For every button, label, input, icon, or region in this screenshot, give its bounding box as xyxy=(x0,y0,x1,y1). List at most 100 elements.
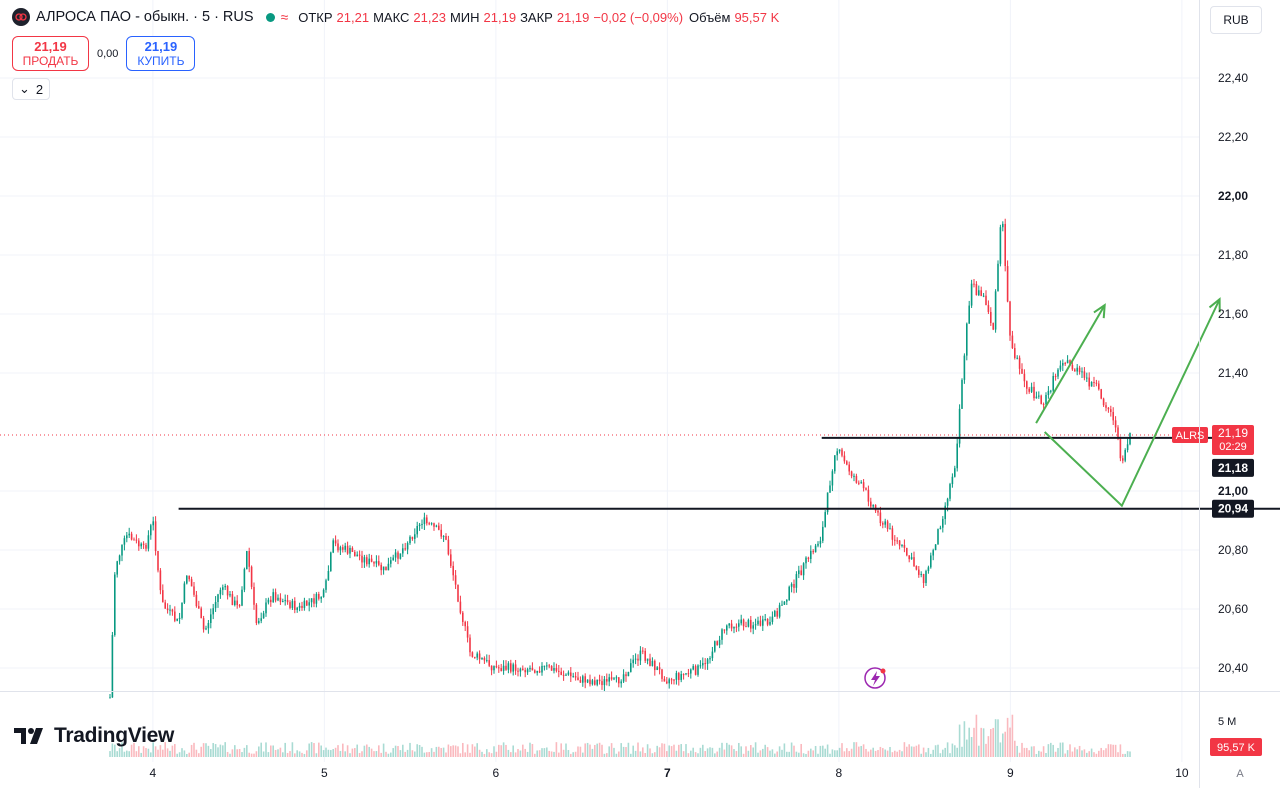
candle-body xyxy=(680,674,682,680)
symbol-title[interactable]: АЛРОСА ПАО - обыкн. · 5 · RUS xyxy=(36,9,254,25)
level-price-box xyxy=(1212,499,1254,518)
volume-bar xyxy=(774,753,776,757)
candle-body xyxy=(901,544,903,546)
volume-bar xyxy=(294,753,296,757)
candle-body xyxy=(174,611,176,621)
volume-bar xyxy=(224,742,226,757)
volume-bar xyxy=(1129,751,1131,757)
volume-bar xyxy=(752,747,754,757)
volume-bar xyxy=(656,745,658,757)
candle-body xyxy=(349,547,351,554)
market-status-icon[interactable] xyxy=(265,12,275,22)
volume-bar xyxy=(843,751,846,757)
wave-icon[interactable]: ≈ xyxy=(280,9,289,25)
candle-body xyxy=(642,650,644,652)
tradingview-logo[interactable]: TradingView xyxy=(14,724,174,748)
volume-bar xyxy=(565,743,567,757)
volume-bar xyxy=(512,745,514,757)
volume-bar xyxy=(174,744,176,757)
volume-bar xyxy=(435,746,438,757)
candle-body xyxy=(1086,377,1088,379)
candle-body xyxy=(114,574,116,636)
candle-body xyxy=(1071,364,1074,370)
candle-body xyxy=(135,539,138,541)
candle-body xyxy=(757,620,759,625)
volume-bar xyxy=(661,743,663,757)
candle-body xyxy=(771,616,774,622)
volume-bar xyxy=(162,749,164,757)
candle-body xyxy=(250,566,253,587)
volume-bar xyxy=(207,745,210,757)
volume-bar xyxy=(332,749,334,757)
volume-bar xyxy=(330,750,332,757)
volume-bar xyxy=(608,746,610,757)
candle-body xyxy=(128,533,130,536)
volume-bar xyxy=(301,752,303,757)
volume-bar xyxy=(925,752,927,757)
candle-body xyxy=(277,597,279,601)
volume-bar xyxy=(318,742,320,757)
volume-bar xyxy=(733,749,735,757)
candle-body xyxy=(416,526,418,535)
volume-bar xyxy=(896,751,898,757)
volume-bar xyxy=(982,728,985,757)
sell-button[interactable]: 21,19 ПРОДАТЬ xyxy=(12,36,89,71)
candle-body xyxy=(1052,376,1054,391)
volume-bar xyxy=(310,742,313,757)
candle-body xyxy=(409,536,411,544)
candle-body xyxy=(841,449,843,456)
candle-body xyxy=(1114,420,1117,428)
volume-bar xyxy=(582,752,584,757)
volume-bar xyxy=(202,743,205,757)
candle-body xyxy=(913,557,915,566)
volume-bar xyxy=(627,742,630,757)
volume-bar xyxy=(754,742,757,757)
volume-bar xyxy=(745,746,747,757)
candle-body xyxy=(978,290,980,296)
volume-bar xyxy=(380,752,382,757)
candle-body xyxy=(855,475,858,483)
candle-body xyxy=(1035,396,1038,399)
candle-body xyxy=(498,667,500,669)
volume-bar xyxy=(860,745,862,757)
volume-bar xyxy=(1021,742,1023,757)
currency-button[interactable]: RUB xyxy=(1210,6,1262,34)
candle-body xyxy=(1047,390,1050,395)
candle-body xyxy=(596,679,598,685)
candle-body xyxy=(790,583,793,587)
candle-body xyxy=(721,629,723,640)
candle-body xyxy=(690,669,692,674)
volume-bar xyxy=(450,746,452,757)
candle-body xyxy=(514,664,517,671)
volume-bar xyxy=(409,742,411,757)
volume-bar xyxy=(442,747,445,757)
candle-body xyxy=(406,543,409,550)
volume-bar xyxy=(997,719,999,757)
candle-body xyxy=(358,554,361,556)
volume-bar xyxy=(495,751,498,757)
indicators-collapse-button[interactable]: ⌄ 2 xyxy=(12,78,51,100)
candle-body xyxy=(582,676,584,683)
candle-body xyxy=(735,626,738,628)
volume-bar xyxy=(212,743,214,757)
candle-body xyxy=(531,667,534,671)
buy-price: 21,19 xyxy=(144,38,178,54)
volume-bar xyxy=(735,751,738,757)
candle-body xyxy=(738,623,740,627)
candle-body xyxy=(385,566,387,571)
candle-body xyxy=(142,543,145,545)
candle-body xyxy=(1042,403,1045,405)
candle-body xyxy=(997,263,999,292)
candle-body xyxy=(1030,386,1033,392)
volume-bar xyxy=(1054,751,1057,757)
candle-body xyxy=(1124,450,1126,461)
candle-body xyxy=(1018,357,1021,369)
candle-body xyxy=(402,548,404,554)
volume-bar xyxy=(402,744,404,757)
buy-button[interactable]: 21,19 КУПИТЬ xyxy=(126,36,196,71)
candle-body xyxy=(814,545,817,553)
candle-body xyxy=(922,573,925,584)
volume-bar xyxy=(1110,744,1112,757)
volume-bar xyxy=(694,752,697,757)
